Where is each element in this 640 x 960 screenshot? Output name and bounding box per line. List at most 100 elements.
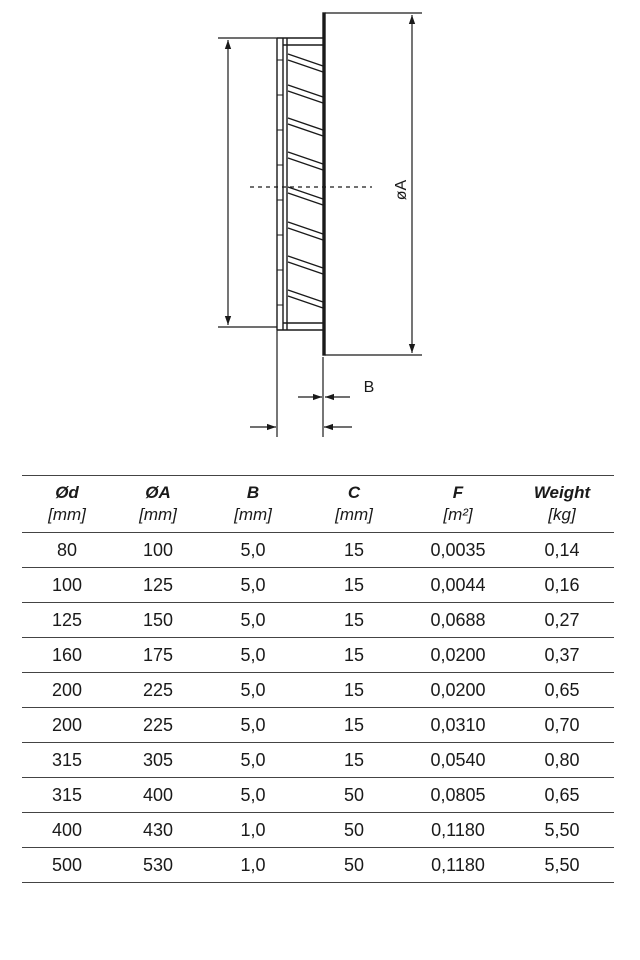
grille-flange	[322, 12, 326, 356]
dimension-outer-diameter	[325, 12, 422, 356]
table-cell: 15	[302, 602, 406, 638]
table-cell: 225	[112, 707, 204, 743]
table-cell: 15	[302, 672, 406, 708]
dimension-inner-diameter	[218, 37, 277, 328]
table-cell: 315	[22, 777, 112, 813]
table-cell: 0,65	[510, 777, 614, 813]
table-cell: 0,0200	[406, 672, 510, 708]
table-cell: 305	[112, 742, 204, 778]
table-row: 315 305 5,0 15 0,0540 0,80	[22, 742, 614, 778]
table-cell: 160	[22, 637, 112, 673]
table-cell: 400	[22, 812, 112, 848]
column-header: Weight [kg]	[510, 475, 614, 533]
dim-b-label: B	[364, 379, 375, 396]
table-cell: 0,0035	[406, 532, 510, 568]
table-cell: 430	[112, 812, 204, 848]
table-cell: 0,80	[510, 742, 614, 778]
table-cell: 530	[112, 847, 204, 883]
table-cell: 100	[112, 532, 204, 568]
frame-ticks	[277, 59, 283, 306]
table-row: 160 175 5,0 15 0,0200 0,37	[22, 637, 614, 673]
table-cell: 80	[22, 532, 112, 568]
table-cell: 5,50	[510, 812, 614, 848]
table-cell: 0,65	[510, 672, 614, 708]
column-unit: [m²]	[443, 505, 473, 524]
column-name: B	[246, 483, 260, 502]
table-cell: 15	[302, 707, 406, 743]
table-row: 315 400 5,0 50 0,0805 0,65	[22, 777, 614, 813]
table-row: 400 430 1,0 50 0,1180 5,50	[22, 812, 614, 848]
technical-drawing: øA B	[218, 12, 422, 437]
column-header: C [mm]	[302, 475, 406, 533]
column-unit: [mm]	[48, 505, 86, 524]
table-cell: 125	[22, 602, 112, 638]
table-cell: 315	[22, 742, 112, 778]
table-cell: 0,1180	[406, 847, 510, 883]
table-cell: 1,0	[204, 812, 302, 848]
table-header-row: Ød [mm] ØA [mm] B [mm] C [mm] F [m²] Weight [kg]	[22, 475, 614, 533]
table-cell: 5,0	[204, 777, 302, 813]
table-cell: 50	[302, 777, 406, 813]
table-cell: 15	[302, 637, 406, 673]
table-cell: 50	[302, 847, 406, 883]
table-cell: 0,0044	[406, 567, 510, 603]
table-cell: 0,27	[510, 602, 614, 638]
column-unit: [mm]	[335, 505, 373, 524]
table-cell: 15	[302, 567, 406, 603]
dimension-depth	[250, 330, 352, 437]
table-cell: 5,0	[204, 532, 302, 568]
table-cell: 50	[302, 812, 406, 848]
specification-table: Ød [mm] ØA [mm] B [mm] C [mm] F [m²] Weight [kg] 80…	[22, 475, 614, 883]
table-cell: 15	[302, 532, 406, 568]
column-unit: [mm]	[139, 505, 177, 524]
table-cell: 175	[112, 637, 204, 673]
table-cell: 5,0	[204, 602, 302, 638]
table-cell: 400	[112, 777, 204, 813]
table-cell: 5,50	[510, 847, 614, 883]
column-name: F	[452, 483, 464, 502]
louver-blades	[287, 53, 324, 309]
table-row: 500 530 1,0 50 0,1180 5,50	[22, 847, 614, 883]
table-cell: 500	[22, 847, 112, 883]
table-row: 80 100 5,0 15 0,0035 0,14	[22, 532, 614, 568]
column-name: Weight	[533, 483, 591, 502]
table-cell: 0,14	[510, 532, 614, 568]
table-cell: 200	[22, 707, 112, 743]
table-cell: 5,0	[204, 672, 302, 708]
table-cell: 0,16	[510, 567, 614, 603]
table-cell: 1,0	[204, 847, 302, 883]
table-cell: 150	[112, 602, 204, 638]
table-cell: 5,0	[204, 707, 302, 743]
table-row: 125 150 5,0 15 0,0688 0,27	[22, 602, 614, 638]
table-cell: 5,0	[204, 637, 302, 673]
table-cell: 0,0688	[406, 602, 510, 638]
column-header: F [m²]	[406, 475, 510, 533]
table-cell: 0,37	[510, 637, 614, 673]
table-cell: 0,0540	[406, 742, 510, 778]
table-row: 100 125 5,0 15 0,0044 0,16	[22, 567, 614, 603]
table-cell: 0,0805	[406, 777, 510, 813]
table-cell: 0,1180	[406, 812, 510, 848]
table-cell: 125	[112, 567, 204, 603]
table-cell: 225	[112, 672, 204, 708]
table-cell: 5,0	[204, 742, 302, 778]
table-row: 200 225 5,0 15 0,0310 0,70	[22, 707, 614, 743]
table-cell: 0,0200	[406, 637, 510, 673]
column-name: ØA	[145, 483, 171, 502]
table-cell: 5,0	[204, 567, 302, 603]
table-cell: 15	[302, 742, 406, 778]
table-cell: 0,70	[510, 707, 614, 743]
column-unit: [mm]	[234, 505, 272, 524]
dim-a-label: øA	[393, 179, 410, 200]
column-name: Ød	[55, 483, 79, 502]
column-header: B [mm]	[204, 475, 302, 533]
table-cell: 100	[22, 567, 112, 603]
column-name: C	[347, 483, 361, 502]
column-header: ØA [mm]	[112, 475, 204, 533]
table-body: 80 100 5,0 15 0,0035 0,14 100 125 5,0 15 0,0044 0,1…	[22, 532, 614, 883]
grille-side-view	[276, 12, 326, 356]
column-unit: [kg]	[548, 505, 576, 524]
table-cell: 0,0310	[406, 707, 510, 743]
table-row: 200 225 5,0 15 0,0200 0,65	[22, 672, 614, 708]
table-cell: 200	[22, 672, 112, 708]
